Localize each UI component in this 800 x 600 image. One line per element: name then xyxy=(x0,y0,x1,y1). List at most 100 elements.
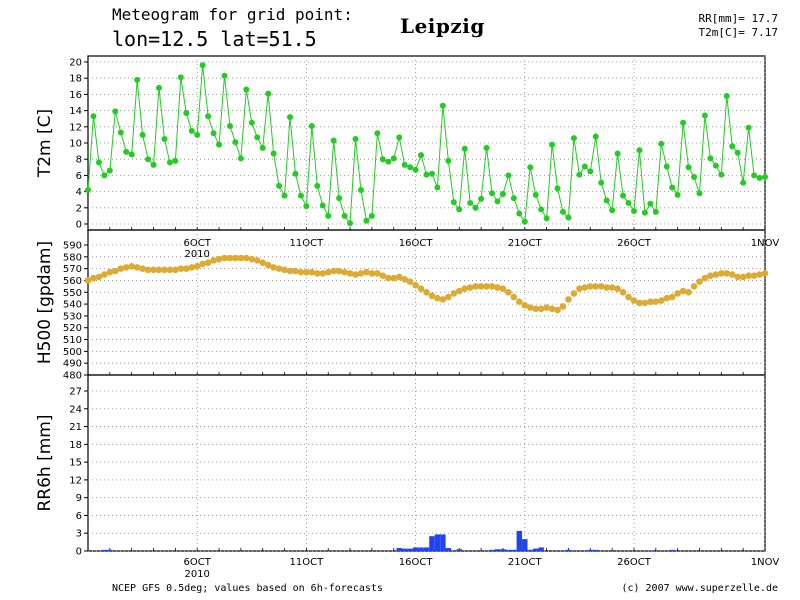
h500-point xyxy=(537,305,545,313)
t2m-point xyxy=(680,119,687,126)
h500-point xyxy=(663,294,671,302)
h500-point xyxy=(477,283,485,290)
h500-point xyxy=(565,296,572,303)
h500-point xyxy=(150,266,157,274)
t2m-point xyxy=(368,212,375,219)
h500-point xyxy=(308,268,316,276)
rr-bar xyxy=(500,549,506,551)
t2m-point xyxy=(625,199,632,206)
t2m-point xyxy=(341,212,348,219)
t2m-point xyxy=(620,192,627,199)
h500-point xyxy=(395,273,403,281)
h500-point xyxy=(204,259,212,267)
t2m-point xyxy=(489,190,496,197)
h500-point xyxy=(543,304,550,311)
t2m-point xyxy=(117,129,124,136)
rr-bar xyxy=(505,549,512,551)
t2m-point xyxy=(232,139,239,146)
h500-point xyxy=(253,257,261,264)
h500-point xyxy=(745,272,752,280)
t2m-point xyxy=(139,131,146,138)
location-name: Leipzig xyxy=(400,14,485,38)
h500-point xyxy=(128,262,135,270)
h500-point xyxy=(319,270,327,277)
h500-point xyxy=(379,272,387,280)
rr-bar xyxy=(532,548,539,551)
t2m-point xyxy=(505,172,512,179)
y-tick-label: 560 xyxy=(63,276,82,287)
x-tick-label: 1NOV xyxy=(751,557,780,568)
t2m-point xyxy=(712,162,719,169)
h500-point xyxy=(696,278,703,285)
h500-point xyxy=(625,293,632,301)
t2m-point xyxy=(237,155,244,162)
h500-point xyxy=(270,264,277,271)
h500-point xyxy=(303,268,310,276)
h500-point xyxy=(450,290,458,297)
rr-bar xyxy=(407,548,413,551)
y-tick-label: 520 xyxy=(63,323,82,334)
x-tick-label: 21OCT xyxy=(508,238,543,249)
h500-point xyxy=(248,255,256,263)
copyright-credit: (c) 2007 www.superzelle.de xyxy=(621,583,778,594)
h500-point xyxy=(679,287,687,295)
t2m-point xyxy=(423,171,430,178)
t2m-point xyxy=(281,192,288,199)
h500-point xyxy=(614,285,621,293)
t2m-point xyxy=(576,171,583,178)
t2m-point xyxy=(292,170,299,177)
y-tick-label: 21 xyxy=(69,422,82,433)
t2m-point xyxy=(396,134,403,141)
t2m-point xyxy=(445,157,452,164)
t2m-point xyxy=(330,137,337,144)
rr-bar xyxy=(565,549,572,551)
rr-bar xyxy=(396,548,402,551)
h500-point xyxy=(363,268,370,276)
y-tick-label: 480 xyxy=(63,371,82,382)
t2m-point xyxy=(701,112,708,119)
t2m-point xyxy=(363,217,370,224)
h500-point xyxy=(133,264,141,271)
h500-point xyxy=(84,277,92,284)
t2m-point xyxy=(314,182,321,189)
h500-point xyxy=(161,266,168,274)
y-tick-label: 570 xyxy=(63,264,82,275)
h500-point xyxy=(182,265,190,272)
h500-point xyxy=(177,265,185,272)
h500-point xyxy=(505,288,512,296)
x-tick-label: 26OCT xyxy=(617,238,652,249)
y-tick-label: 0 xyxy=(76,220,82,231)
t2m-point xyxy=(90,113,97,120)
h500-point xyxy=(723,270,731,277)
t2m-point xyxy=(374,130,381,137)
t2m-point xyxy=(603,197,610,204)
t2m-point xyxy=(308,122,315,129)
h500-point xyxy=(210,257,217,264)
t2m-point xyxy=(106,167,113,174)
h500-point xyxy=(592,283,600,290)
h500-point xyxy=(232,254,239,262)
h500-point xyxy=(581,284,589,291)
h500-point xyxy=(335,267,343,275)
t2m-point xyxy=(641,209,648,216)
h500-point xyxy=(111,267,119,275)
x-tick-label: 11OCT xyxy=(290,557,325,568)
t2m-point xyxy=(166,159,173,166)
h500-point xyxy=(357,270,365,277)
h500-point xyxy=(324,268,332,276)
t2m-point xyxy=(412,166,419,173)
rr-bar xyxy=(647,550,654,551)
x-tick-label: 6OCT xyxy=(184,238,212,249)
h500-point xyxy=(144,266,152,274)
h500-point xyxy=(264,261,272,269)
h500-point xyxy=(166,266,174,274)
t2m-point xyxy=(543,215,550,222)
t2m-point xyxy=(554,185,561,192)
y-tick-label: 15 xyxy=(69,458,82,469)
y-axis-title: T2m [C] xyxy=(35,109,55,178)
t2m-point xyxy=(254,134,261,141)
h500-point xyxy=(630,297,638,304)
rr-bar xyxy=(445,548,452,551)
h500-point xyxy=(466,284,474,291)
t2m-point xyxy=(265,90,272,97)
